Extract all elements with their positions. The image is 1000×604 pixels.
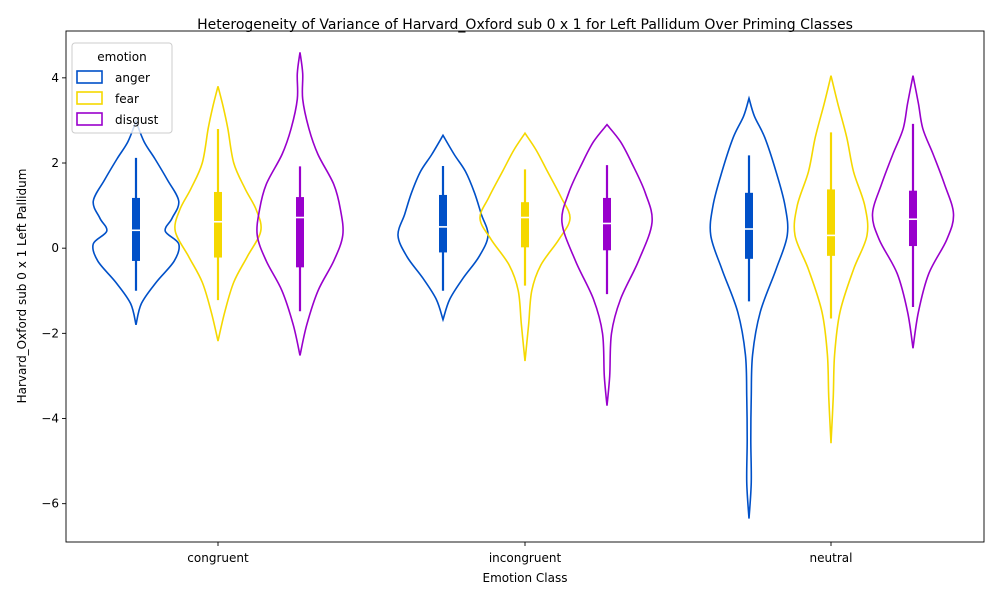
- legend-label-anger: anger: [115, 71, 150, 85]
- legend-swatch-disgust: [76, 112, 103, 126]
- legend: emotion anger fear disgust: [71, 42, 173, 134]
- iqr-box-anger-congruent: [132, 197, 140, 261]
- y-tick-label: 0: [51, 241, 59, 255]
- violin-disgust-incongruent: [561, 123, 653, 406]
- iqr-box-anger-incongruent: [439, 194, 447, 253]
- iqr-box-disgust-neutral: [909, 190, 917, 247]
- violin-fear-incongruent: [479, 131, 571, 362]
- plot-frame: [65, 30, 985, 543]
- x-axis-label: Emotion Class: [483, 571, 568, 585]
- violin-fear-neutral: [793, 75, 869, 444]
- y-axis-label: Harvard_Oxford sub 0 x 1 Left Pallidum: [15, 169, 29, 404]
- legend-title: emotion: [97, 50, 146, 64]
- y-tick-label: 2: [51, 156, 59, 170]
- x-tick-label: incongruent: [489, 551, 562, 565]
- iqr-box-fear-neutral: [827, 189, 835, 256]
- legend-swatch-anger: [76, 70, 103, 84]
- violin-disgust-neutral: [871, 75, 955, 349]
- legend-label-fear: fear: [115, 92, 139, 106]
- y-tick-label: 4: [51, 71, 59, 85]
- violin-anger-incongruent: [397, 133, 489, 323]
- chart-title: Heterogeneity of Variance of Harvard_Oxf…: [197, 17, 853, 33]
- iqr-box-fear-congruent: [214, 191, 222, 258]
- violin-anger-neutral: [709, 95, 789, 519]
- y-tick-label: −4: [41, 412, 59, 426]
- legend-frame: [71, 42, 173, 134]
- iqr-box-fear-incongruent: [521, 202, 529, 248]
- y-tick-label: −2: [41, 326, 59, 340]
- legend-label-disgust: disgust: [115, 113, 159, 127]
- y-tick-label: −6: [41, 497, 59, 511]
- violin-disgust-congruent: [256, 52, 344, 356]
- x-tick-label: congruent: [187, 551, 249, 565]
- iqr-box-disgust-congruent: [296, 197, 304, 268]
- legend-swatch-fear: [76, 91, 103, 105]
- iqr-box-anger-neutral: [745, 192, 753, 259]
- plot-area: −6 −4 −2 0 2 4 congruent incongruent neutral: [41, 52, 955, 565]
- violin-fear-congruent: [174, 86, 262, 342]
- x-tick-label: neutral: [810, 551, 853, 565]
